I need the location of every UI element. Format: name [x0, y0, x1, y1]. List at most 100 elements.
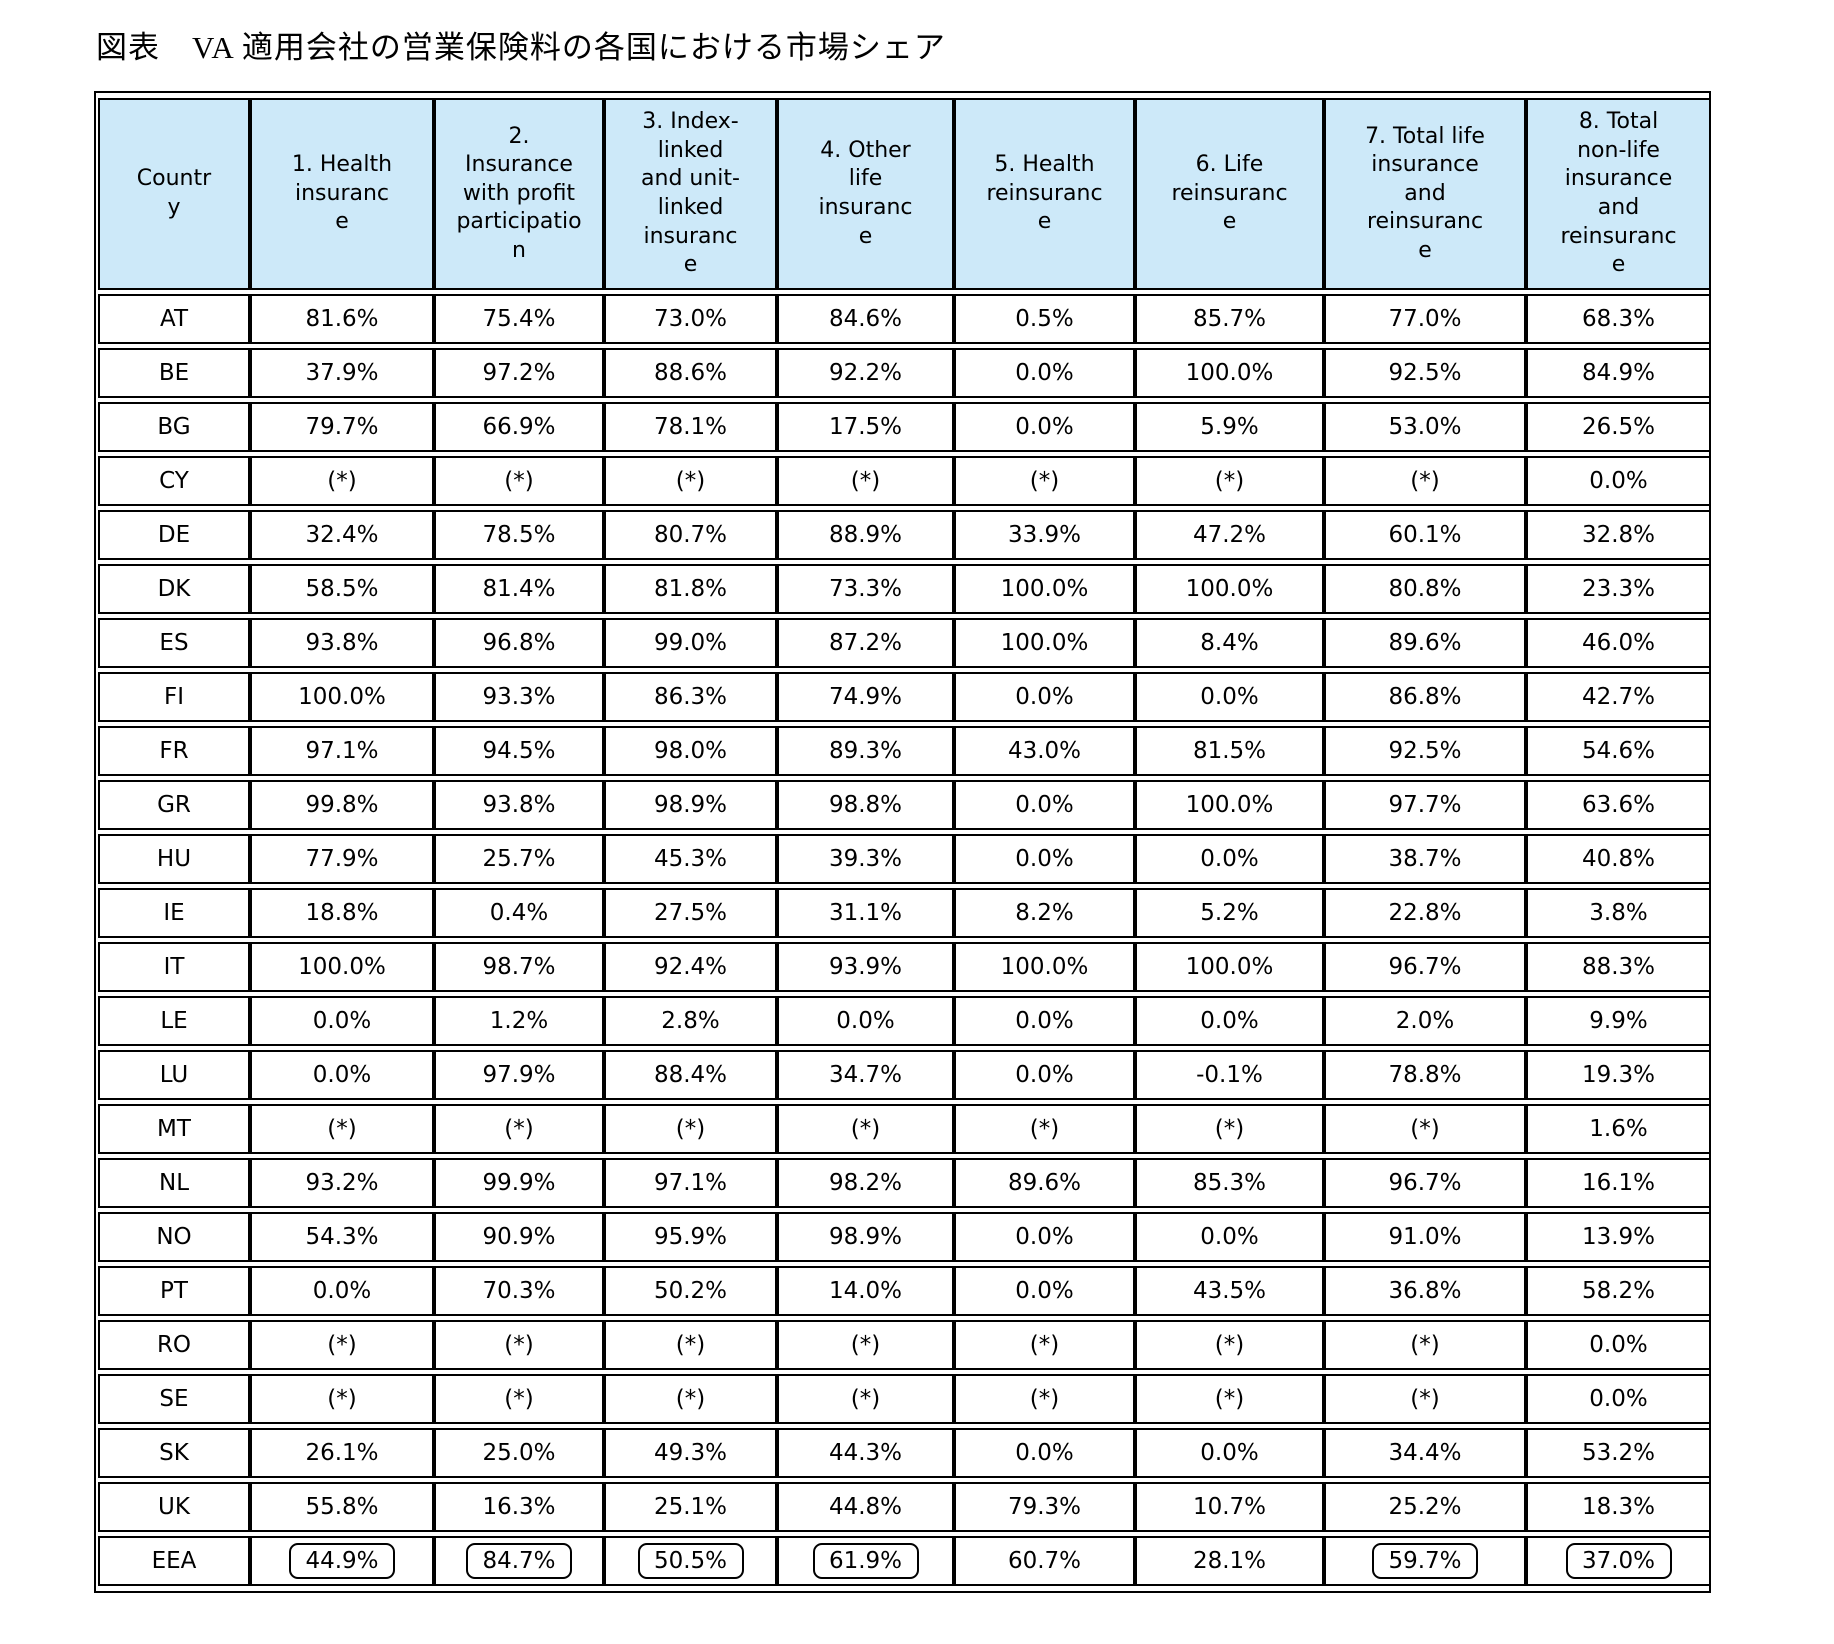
value-cell: 91.0% [1324, 1212, 1526, 1262]
value-cell: 81.8% [604, 564, 777, 614]
value-cell: 38.7% [1324, 834, 1526, 884]
value-cell: 28.1% [1135, 1536, 1324, 1586]
country-cell: GR [98, 780, 250, 830]
country-cell: UK [98, 1482, 250, 1532]
value-cell: 70.3% [434, 1266, 604, 1316]
value-cell: 32.8% [1526, 510, 1711, 560]
value-cell: 78.5% [434, 510, 604, 560]
market-share-table: Countr y 1. Health insuranc e 2. Insurance… [98, 94, 1711, 1590]
value-cell: 55.8% [250, 1482, 434, 1532]
value-cell: 85.3% [1135, 1158, 1324, 1208]
value-cell: 95.9% [604, 1212, 777, 1262]
value-cell: 0.4% [434, 888, 604, 938]
value-cell: (*) [604, 456, 777, 506]
column-header-1: 1. Health insuranc e [250, 98, 434, 290]
value-cell: 2.0% [1324, 996, 1526, 1046]
value-cell: -0.1% [1135, 1050, 1324, 1100]
value-cell: 78.8% [1324, 1050, 1526, 1100]
value-cell: 58.5% [250, 564, 434, 614]
table-row-ES: ES 93.8% 96.8% 99.0% 87.2% 100.0% 8.4% 89.6% 46.… [98, 618, 1711, 668]
column-header-country: Countr y [98, 98, 250, 290]
country-cell: RO [98, 1320, 250, 1370]
value-cell: (*) [954, 456, 1135, 506]
value-cell: 5.2% [1135, 888, 1324, 938]
value-cell: 16.3% [434, 1482, 604, 1532]
table-row-LE: LE 0.0% 1.2% 2.8% 0.0% 0.0% 0.0% 2.0% 9.9% [98, 996, 1711, 1046]
value-cell: 100.0% [1135, 942, 1324, 992]
value-cell: 13.9% [1526, 1212, 1711, 1262]
value-cell: 0.0% [954, 672, 1135, 722]
value-cell: (*) [1324, 456, 1526, 506]
table-row-SK: SK 26.1% 25.0% 49.3% 44.3% 0.0% 0.0% 34.4% 53.2% [98, 1428, 1711, 1478]
value-cell: 44.9% [250, 1536, 434, 1586]
value-cell: 39.3% [777, 834, 954, 884]
value-cell: (*) [250, 1374, 434, 1424]
value-cell: 97.2% [434, 348, 604, 398]
value-cell: 27.5% [604, 888, 777, 938]
value-cell: 99.0% [604, 618, 777, 668]
value-cell: 96.7% [1324, 942, 1526, 992]
column-header-8: 8. Total non-life insurance and reinsura… [1526, 98, 1711, 290]
table-row-UK: UK 55.8% 16.3% 25.1% 44.8% 79.3% 10.7% 25.2% 18.… [98, 1482, 1711, 1532]
value-cell: 22.8% [1324, 888, 1526, 938]
value-cell: 88.4% [604, 1050, 777, 1100]
value-cell: 1.6% [1526, 1104, 1711, 1154]
value-cell: 84.7% [434, 1536, 604, 1586]
value-cell: (*) [954, 1374, 1135, 1424]
value-cell: (*) [250, 1320, 434, 1370]
value-cell: 98.9% [777, 1212, 954, 1262]
boxed-value: 37.0% [1565, 1543, 1672, 1579]
value-cell: 61.9% [777, 1536, 954, 1586]
value-cell: 59.7% [1324, 1536, 1526, 1586]
country-cell: PT [98, 1266, 250, 1316]
value-cell: 0.0% [1135, 1428, 1324, 1478]
value-cell: 43.5% [1135, 1266, 1324, 1316]
value-cell: (*) [250, 456, 434, 506]
value-cell: 0.0% [1526, 456, 1711, 506]
value-cell: 75.4% [434, 294, 604, 344]
value-cell: 92.5% [1324, 348, 1526, 398]
value-cell: 100.0% [954, 942, 1135, 992]
value-cell: 96.8% [434, 618, 604, 668]
table-body: AT 81.6% 75.4% 73.0% 84.6% 0.5% 85.7% 77.0% 68.3… [98, 294, 1711, 1586]
column-header-6: 6. Life reinsuranc e [1135, 98, 1324, 290]
value-cell: 18.3% [1526, 1482, 1711, 1532]
value-cell: 100.0% [1135, 780, 1324, 830]
value-cell: 93.9% [777, 942, 954, 992]
value-cell: 0.0% [1135, 1212, 1324, 1262]
value-cell: 68.3% [1526, 294, 1711, 344]
value-cell: 58.2% [1526, 1266, 1711, 1316]
value-cell: 43.0% [954, 726, 1135, 776]
value-cell: 92.5% [1324, 726, 1526, 776]
value-cell: 88.9% [777, 510, 954, 560]
value-cell: 81.5% [1135, 726, 1324, 776]
value-cell: 0.0% [954, 402, 1135, 452]
value-cell: 88.6% [604, 348, 777, 398]
value-cell: 97.7% [1324, 780, 1526, 830]
value-cell: 74.9% [777, 672, 954, 722]
boxed-value: 50.5% [637, 1543, 744, 1579]
value-cell: 93.8% [434, 780, 604, 830]
table-row-FI: FI 100.0% 93.3% 86.3% 74.9% 0.0% 0.0% 86.8% 42.7… [98, 672, 1711, 722]
value-cell: (*) [1324, 1320, 1526, 1370]
value-cell: 77.0% [1324, 294, 1526, 344]
value-cell: 79.3% [954, 1482, 1135, 1532]
value-cell: 32.4% [250, 510, 434, 560]
value-cell: 8.2% [954, 888, 1135, 938]
value-cell: (*) [777, 1104, 954, 1154]
value-cell: 78.1% [604, 402, 777, 452]
value-cell: 0.0% [250, 996, 434, 1046]
value-cell: 53.0% [1324, 402, 1526, 452]
value-cell: (*) [434, 1104, 604, 1154]
value-cell: 99.8% [250, 780, 434, 830]
value-cell: 23.3% [1526, 564, 1711, 614]
value-cell: 89.6% [954, 1158, 1135, 1208]
value-cell: 0.0% [1135, 996, 1324, 1046]
table-row-BG: BG 79.7% 66.9% 78.1% 17.5% 0.0% 5.9% 53.0% 26.5% [98, 402, 1711, 452]
value-cell: 88.3% [1526, 942, 1711, 992]
table-row-BE: BE 37.9% 97.2% 88.6% 92.2% 0.0% 100.0% 92.5% 84.… [98, 348, 1711, 398]
value-cell: 5.9% [1135, 402, 1324, 452]
value-cell: 10.7% [1135, 1482, 1324, 1532]
country-cell: IE [98, 888, 250, 938]
value-cell: 80.8% [1324, 564, 1526, 614]
